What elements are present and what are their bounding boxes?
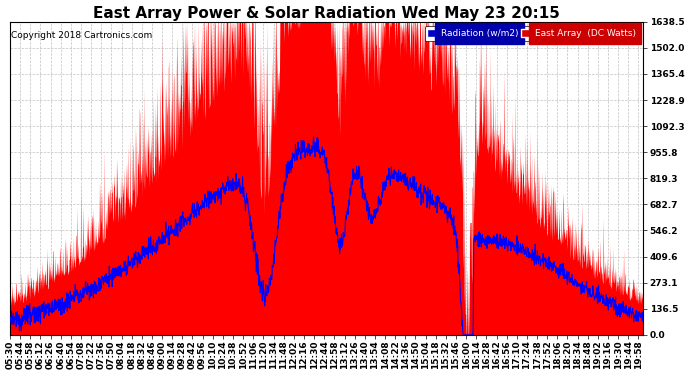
Legend: Radiation (w/m2), East Array  (DC Watts): Radiation (w/m2), East Array (DC Watts) (424, 26, 638, 40)
Title: East Array Power & Solar Radiation Wed May 23 20:15: East Array Power & Solar Radiation Wed M… (93, 6, 560, 21)
Text: Copyright 2018 Cartronics.com: Copyright 2018 Cartronics.com (11, 31, 152, 40)
